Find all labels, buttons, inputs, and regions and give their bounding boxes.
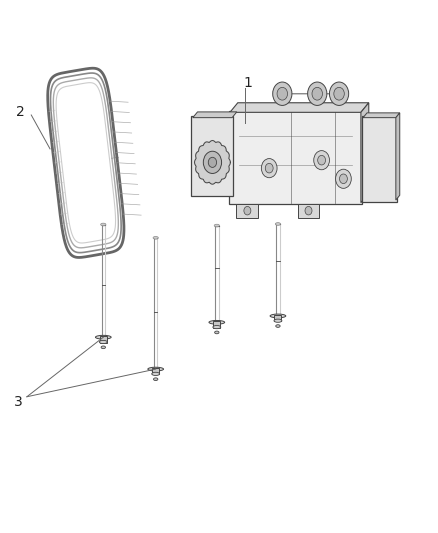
FancyBboxPatch shape	[362, 116, 397, 201]
Ellipse shape	[95, 335, 111, 339]
FancyBboxPatch shape	[100, 336, 107, 343]
Ellipse shape	[270, 314, 286, 318]
Ellipse shape	[101, 346, 106, 349]
Polygon shape	[194, 141, 230, 184]
Circle shape	[329, 82, 349, 106]
Ellipse shape	[153, 237, 158, 239]
Ellipse shape	[274, 319, 282, 322]
Polygon shape	[193, 112, 237, 118]
Circle shape	[273, 82, 292, 106]
Polygon shape	[230, 103, 369, 112]
Ellipse shape	[276, 223, 281, 225]
Circle shape	[307, 82, 327, 106]
Polygon shape	[352, 135, 363, 154]
Circle shape	[265, 164, 273, 173]
Ellipse shape	[99, 341, 107, 344]
FancyBboxPatch shape	[191, 116, 233, 196]
Circle shape	[339, 174, 347, 183]
Ellipse shape	[213, 326, 221, 329]
Ellipse shape	[152, 372, 160, 375]
Polygon shape	[237, 204, 258, 217]
Ellipse shape	[276, 325, 280, 327]
Ellipse shape	[214, 224, 219, 227]
Text: 3: 3	[14, 395, 22, 409]
Circle shape	[305, 206, 312, 215]
Circle shape	[336, 169, 351, 188]
Circle shape	[334, 87, 344, 100]
Circle shape	[261, 159, 277, 177]
Circle shape	[318, 156, 325, 165]
Polygon shape	[361, 103, 369, 203]
Ellipse shape	[215, 331, 219, 334]
Circle shape	[244, 206, 251, 215]
Text: 2: 2	[16, 106, 25, 119]
Circle shape	[208, 157, 217, 167]
Circle shape	[203, 151, 222, 173]
Circle shape	[277, 87, 288, 100]
Text: 1: 1	[243, 76, 252, 90]
Circle shape	[314, 151, 329, 169]
Polygon shape	[396, 113, 400, 200]
FancyBboxPatch shape	[275, 315, 282, 321]
FancyBboxPatch shape	[152, 368, 159, 374]
Ellipse shape	[209, 320, 225, 324]
Circle shape	[312, 87, 322, 100]
Polygon shape	[297, 204, 319, 217]
Ellipse shape	[101, 223, 106, 226]
Polygon shape	[363, 113, 400, 118]
FancyBboxPatch shape	[229, 111, 362, 204]
Ellipse shape	[148, 367, 163, 371]
FancyBboxPatch shape	[213, 321, 220, 328]
Ellipse shape	[153, 378, 158, 381]
